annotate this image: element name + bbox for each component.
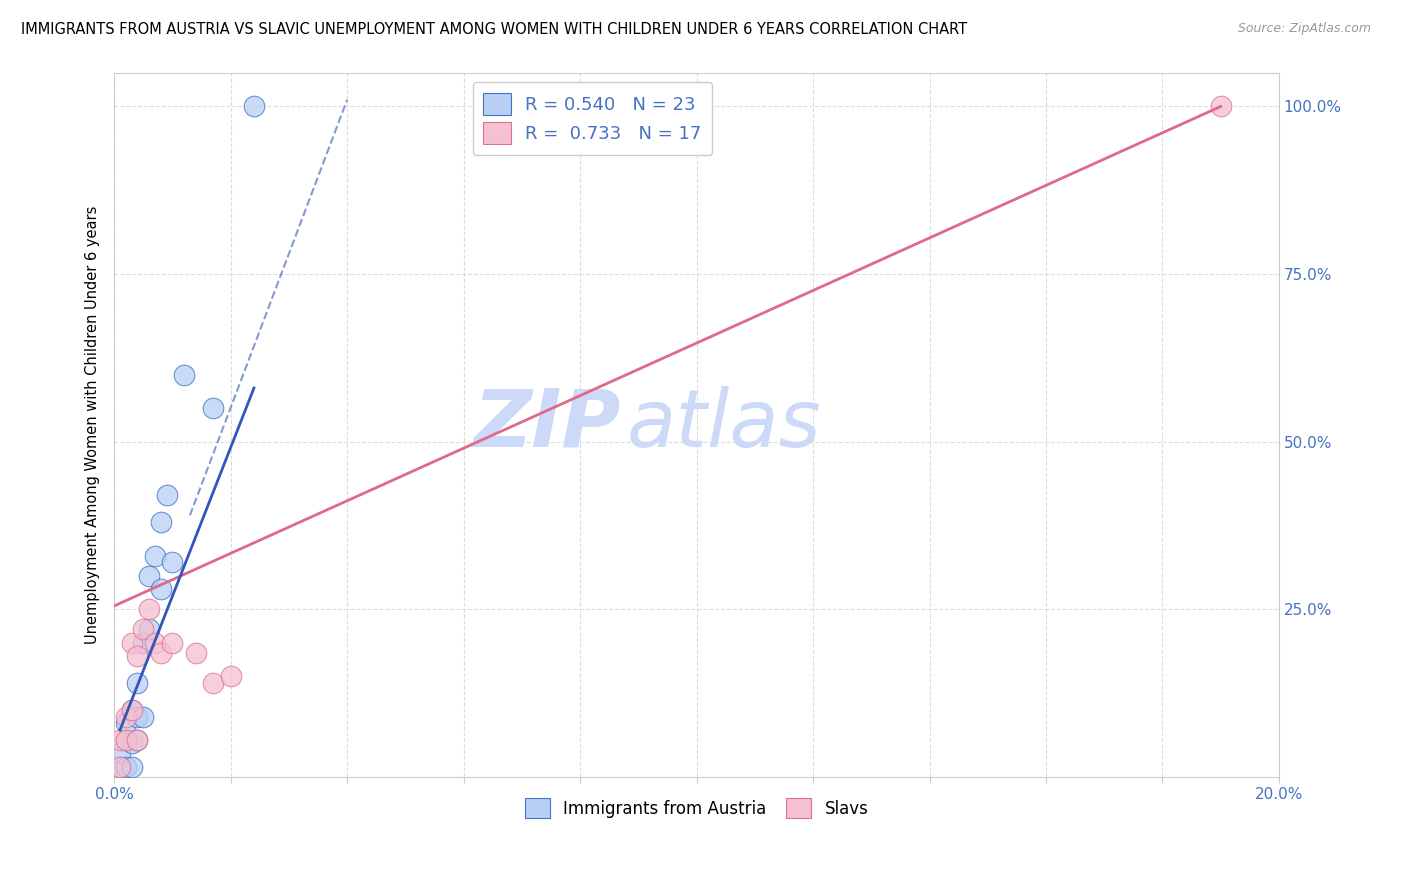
Point — [121, 636, 143, 650]
Y-axis label: Unemployment Among Women with Children Under 6 years: Unemployment Among Women with Children U… — [86, 206, 100, 644]
Point — [121, 703, 143, 717]
Point — [114, 760, 136, 774]
Point — [108, 733, 131, 747]
Point — [202, 401, 225, 416]
Point — [162, 636, 184, 650]
Point — [155, 488, 177, 502]
Point — [143, 549, 166, 563]
Text: atlas: atlas — [627, 386, 821, 464]
Point — [219, 669, 242, 683]
Point — [121, 703, 143, 717]
Point — [143, 636, 166, 650]
Point — [149, 515, 172, 529]
Point — [149, 582, 172, 596]
Point — [202, 676, 225, 690]
Point — [132, 623, 155, 637]
Point — [138, 623, 160, 637]
Point — [121, 760, 143, 774]
Point — [127, 733, 149, 747]
Point — [127, 676, 149, 690]
Text: Source: ZipAtlas.com: Source: ZipAtlas.com — [1237, 22, 1371, 36]
Point — [121, 736, 143, 750]
Point — [114, 716, 136, 731]
Point — [173, 368, 195, 382]
Point — [184, 646, 207, 660]
Point — [127, 649, 149, 664]
Point — [243, 99, 266, 113]
Point — [114, 733, 136, 747]
Point — [114, 733, 136, 747]
Point — [162, 555, 184, 569]
Legend: Immigrants from Austria, Slavs: Immigrants from Austria, Slavs — [517, 791, 875, 825]
Point — [127, 733, 149, 747]
Point — [108, 760, 131, 774]
Point — [108, 747, 131, 761]
Point — [138, 568, 160, 582]
Point — [1209, 99, 1232, 113]
Point — [114, 709, 136, 723]
Point — [108, 760, 131, 774]
Text: ZIP: ZIP — [474, 386, 621, 464]
Point — [132, 636, 155, 650]
Point — [138, 602, 160, 616]
Point — [149, 646, 172, 660]
Text: IMMIGRANTS FROM AUSTRIA VS SLAVIC UNEMPLOYMENT AMONG WOMEN WITH CHILDREN UNDER 6: IMMIGRANTS FROM AUSTRIA VS SLAVIC UNEMPL… — [21, 22, 967, 37]
Point — [127, 709, 149, 723]
Point — [132, 709, 155, 723]
